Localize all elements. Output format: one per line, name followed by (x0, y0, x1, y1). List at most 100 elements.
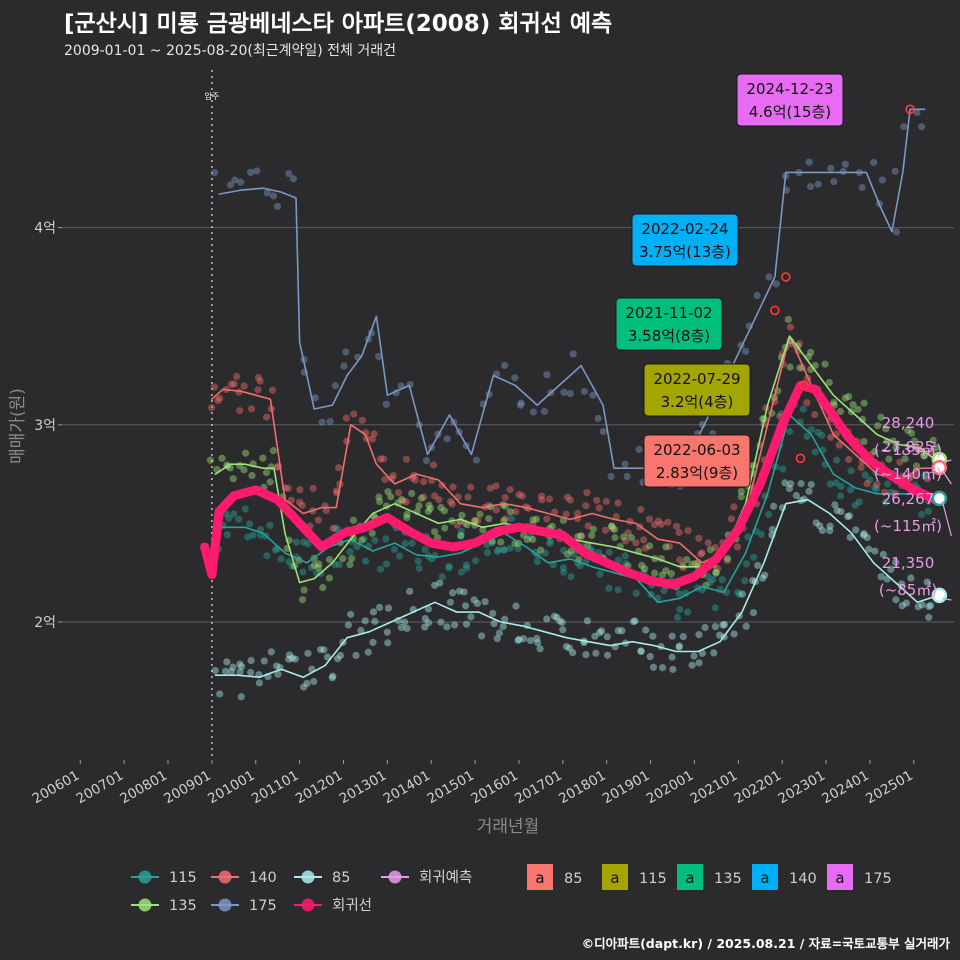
scatter-dot (860, 437, 868, 446)
scatter-dot (523, 535, 531, 544)
scatter-dot (229, 475, 237, 483)
scatter-dot (226, 181, 235, 189)
scatter-dot (797, 480, 805, 488)
scatter-dot (730, 630, 738, 638)
scatter-dot (742, 560, 751, 568)
scatter-dot (735, 590, 744, 598)
scatter-dot (353, 542, 361, 551)
scatter-dot (352, 651, 360, 660)
grid: 입주 (62, 70, 954, 760)
annotation-date: 2022-07-29 (653, 370, 740, 388)
scatter-dot (325, 574, 333, 582)
annotation-marker (795, 453, 806, 464)
scatter-dot (913, 471, 921, 479)
scatter-dot (501, 515, 509, 523)
scatter-dot (827, 164, 835, 172)
scatter-dot (449, 589, 457, 597)
scatter-dot (263, 189, 271, 197)
annotation-marker (799, 380, 809, 391)
scatter-dot (300, 683, 308, 691)
scatter-dot (529, 516, 537, 524)
scatter-dot (814, 428, 822, 437)
scatter-dot (314, 516, 322, 524)
scatter-dot (566, 389, 574, 398)
scatter-dot (493, 547, 501, 555)
scatter-dot (536, 645, 544, 653)
scatter-dot (637, 647, 645, 656)
scatter-dot (621, 552, 629, 560)
scatter-dot (415, 502, 423, 510)
legend-box-key (527, 864, 553, 890)
scatter-dot (883, 480, 892, 488)
legend-box-glyph: a (835, 869, 844, 887)
scatter-dot (230, 510, 238, 518)
scatter-dot (926, 601, 935, 609)
scatter-dot (907, 429, 916, 437)
scatter-dot (464, 493, 472, 501)
scatter-dot (471, 517, 479, 525)
scatter-dot (467, 483, 475, 491)
scatter-dot (799, 405, 807, 413)
scatter-dot (866, 476, 874, 484)
forecast-value: 26,267 (882, 490, 935, 508)
scatter-dot (658, 664, 667, 672)
scatter-dot (668, 632, 676, 640)
scatter-dot (431, 528, 439, 536)
scatter-dot (478, 632, 486, 640)
scatter-dot (672, 522, 681, 530)
scatter-dot (650, 521, 659, 529)
scatter-dot (501, 615, 509, 623)
scatter-dot (673, 613, 682, 621)
scatter-dot (247, 656, 255, 665)
scatter-dot (698, 586, 707, 594)
scatter-dot (323, 653, 332, 661)
scatter-dot (786, 323, 795, 331)
scatter-dot (562, 510, 570, 518)
scatter-dot (430, 492, 439, 500)
scatter-dot (506, 486, 514, 494)
scatter-dot (607, 472, 615, 481)
scatter-dot (298, 596, 307, 604)
scatter-dot (495, 629, 504, 637)
scatter-dot (515, 491, 523, 499)
legend-box-key (752, 864, 778, 890)
scatter-dot (873, 485, 881, 493)
scatter-dot (473, 599, 482, 608)
scatter-dot (719, 621, 727, 629)
scatter-dot (371, 617, 379, 625)
scatter-dot (511, 374, 519, 382)
scatter-dot (399, 497, 407, 505)
scatter-dot (325, 556, 334, 564)
scatter-dot (529, 408, 538, 416)
scatter-dot (298, 501, 306, 509)
scatter-dot (437, 503, 445, 512)
scatter-dot (816, 522, 824, 530)
forecast-value: 21,350 (882, 554, 935, 572)
scatter-dot (443, 623, 451, 631)
scatter-dot (461, 602, 470, 610)
scatter-dot (806, 182, 815, 191)
scatter-dot (424, 605, 432, 613)
scatter-dot (845, 455, 853, 464)
scatter-dot (712, 569, 720, 577)
scatter-dot (492, 506, 500, 514)
scatter-dot (518, 492, 526, 500)
scatter-dot (300, 586, 308, 594)
scatter-dot (604, 651, 612, 659)
scatter-dot (533, 557, 541, 566)
scatter-dot (295, 498, 304, 506)
legend-label: 175 (249, 898, 277, 914)
scatter-dot (737, 492, 745, 501)
scatter-dot (898, 601, 906, 610)
scatter-dot (369, 638, 377, 647)
scatter-dot (826, 526, 834, 535)
forecast-area: (~135㎡) (874, 441, 942, 459)
scatter-dot (907, 574, 915, 582)
scatter-dot (289, 175, 297, 183)
scatter-dot (333, 655, 342, 663)
scatter-dot (730, 503, 738, 511)
series-line-85 (214, 498, 937, 678)
scatter-dot (457, 531, 465, 540)
x-tick-label: 202001 (644, 768, 697, 808)
scatter-dot (896, 458, 904, 466)
